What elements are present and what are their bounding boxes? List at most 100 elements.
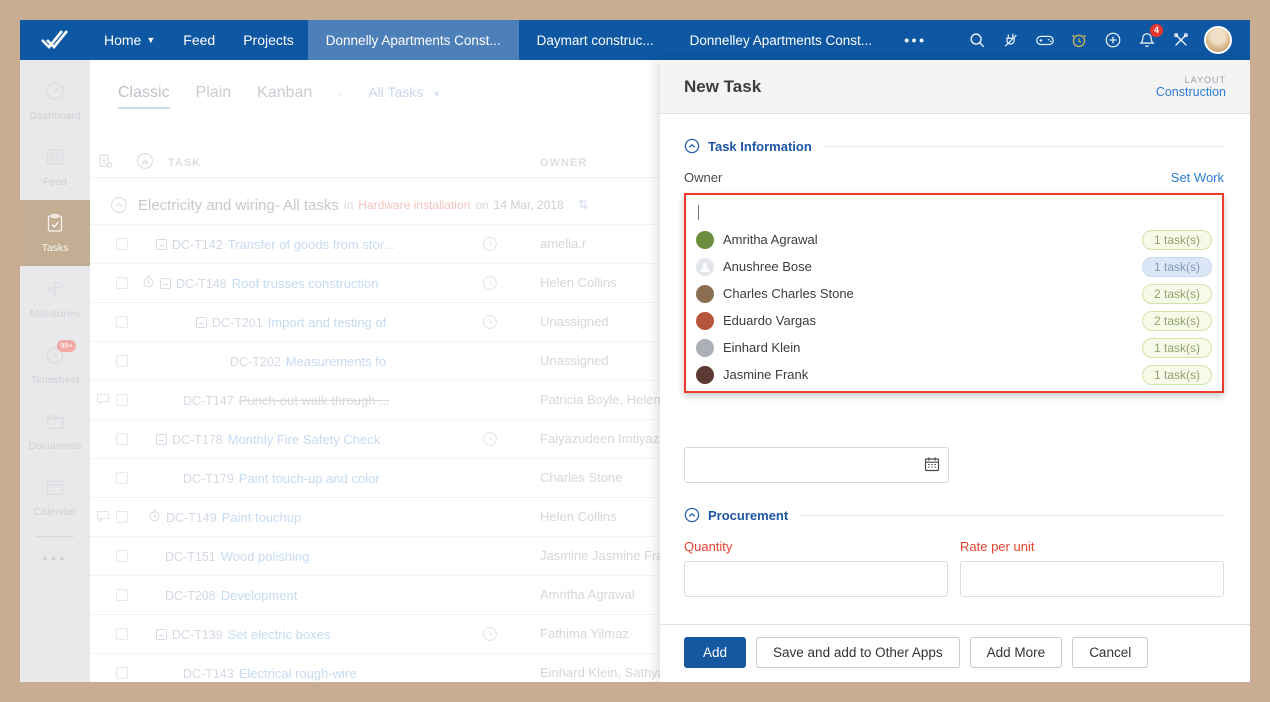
collapse-all-icon[interactable] (136, 152, 154, 175)
log-time-icon[interactable] (482, 431, 498, 452)
timer-icon[interactable] (148, 509, 161, 527)
log-time-icon[interactable] (482, 236, 498, 257)
tab-plain[interactable]: Plain (195, 84, 232, 101)
task-row[interactable]: DC-T208 Development Amritha Agrawal (90, 575, 660, 614)
cancel-button[interactable]: Cancel (1072, 637, 1149, 668)
owner-option[interactable]: Einhard Klein 1 task(s) (696, 334, 1212, 361)
add-button[interactable]: Add (684, 637, 747, 668)
sidebar-item-tasks[interactable]: Tasks (20, 200, 90, 266)
task-row[interactable]: DC-T201 Import and testing of Unassigned (90, 302, 660, 341)
task-row[interactable]: DC-T151 Wood polishing Jasmine Jasmine Fra… (90, 536, 660, 575)
collapse-minus-icon[interactable] (156, 239, 167, 250)
task-title-link[interactable]: Set electric boxes (227, 627, 331, 642)
settings-tools-icon[interactable] (1164, 20, 1198, 60)
group-collapse-icon[interactable] (110, 196, 128, 214)
task-title-link[interactable]: Roof trusses construction (231, 276, 379, 291)
sidebar-item-calendar[interactable]: Calendar (20, 464, 90, 530)
task-row[interactable]: DC-T179 Paint touch-up and color Charles S… (90, 458, 660, 497)
row-checkbox[interactable] (116, 394, 128, 406)
sidebar-more-button[interactable]: ●●● (42, 553, 68, 563)
sidebar-item-milestones[interactable]: Milestones (20, 266, 90, 332)
collapse-minus-icon[interactable] (156, 434, 167, 445)
sort-icon[interactable]: ⇅ (577, 197, 589, 212)
owner-option[interactable]: Charles Charles Stone 2 task(s) (696, 280, 1212, 307)
sidebar-item-feed[interactable]: Feed (20, 134, 90, 200)
owner-option[interactable]: Eduardo Vargas 2 task(s) (696, 307, 1212, 334)
task-row[interactable]: DC-T178 Monthly Fire Safety Check Faiyazud… (90, 419, 660, 458)
row-checkbox[interactable] (116, 550, 128, 562)
games-gamepad-icon[interactable] (1028, 20, 1062, 60)
owner-dropdown[interactable]: Amritha Agrawal 1 task(s) Anushree Bose 1 t… (684, 193, 1224, 393)
collapse-minus-icon[interactable] (156, 629, 167, 640)
sidebar-item-dashboard[interactable]: Dashboard (20, 68, 90, 134)
integrations-plug-icon[interactable] (994, 20, 1028, 60)
row-checkbox[interactable] (116, 355, 128, 367)
add-circle-icon[interactable] (1096, 20, 1130, 60)
task-row[interactable]: DC-T142 Transfer of goods from stor... ame… (90, 224, 660, 263)
project-tab[interactable]: Donnelly Apartments Const... (307, 20, 519, 60)
owner-option[interactable]: Amritha Agrawal 1 task(s) (696, 226, 1212, 253)
add-more-button[interactable]: Add More (969, 637, 1063, 668)
row-checkbox[interactable] (116, 628, 128, 640)
layout-value-link[interactable]: Construction (1155, 84, 1226, 99)
task-title-link[interactable]: Measurements fo (285, 354, 387, 369)
column-header-owner[interactable]: OWNER (540, 157, 588, 169)
log-time-icon[interactable] (482, 626, 498, 647)
log-time-icon[interactable] (482, 275, 498, 296)
rate-per-unit-input[interactable] (960, 561, 1224, 597)
set-work-link[interactable]: Set Work (1170, 170, 1224, 185)
row-checkbox[interactable] (116, 433, 128, 445)
owner-option[interactable]: Anushree Bose 1 task(s) (696, 253, 1212, 280)
tab-kanban[interactable]: Kanban (257, 84, 313, 101)
user-avatar[interactable] (1204, 26, 1232, 54)
all-tasks-filter[interactable]: All Tasks ▼ (368, 84, 441, 100)
task-title-link[interactable]: Paint touchup (221, 510, 302, 525)
log-time-icon[interactable] (482, 314, 498, 335)
sidebar-item-documents[interactable]: Documents (20, 398, 90, 464)
nav-item-feed[interactable]: Feed (169, 20, 229, 60)
row-checkbox[interactable] (116, 316, 128, 328)
task-row[interactable]: DC-T139 Set electric boxes Fathima Yilmaz (90, 614, 660, 653)
collapse-minus-icon[interactable] (160, 278, 171, 289)
task-title-link[interactable]: Import and testing of (267, 315, 387, 330)
row-checkbox[interactable] (116, 472, 128, 484)
task-row[interactable]: DC-T143 Electrical rough-wire Einhard Klei… (90, 653, 660, 682)
row-checkbox[interactable] (116, 589, 128, 601)
task-row[interactable]: DC-T149 Paint touchup Helen Collins (90, 497, 660, 536)
app-logo[interactable] (20, 20, 90, 60)
column-settings-icon[interactable] (98, 153, 114, 174)
search-icon[interactable] (960, 20, 994, 60)
row-checkbox[interactable] (116, 511, 128, 523)
project-tab[interactable]: Daymart construc... (536, 32, 654, 48)
task-title-link[interactable]: Development (220, 588, 298, 603)
date-input[interactable] (684, 447, 949, 483)
task-title-link[interactable]: Punch-out walk through ... (238, 393, 390, 408)
collapse-minus-icon[interactable] (196, 317, 207, 328)
more-projects-button[interactable]: ●●● (904, 35, 927, 45)
task-row[interactable]: DC-T147 Punch-out walk through ... Patrici… (90, 380, 660, 419)
save-and-add-to-other-apps-button[interactable]: Save and add to Other Apps (756, 637, 960, 668)
notifications-bell-icon[interactable]: 4 (1130, 20, 1164, 60)
section-task-information[interactable]: Task Information (684, 138, 1224, 154)
task-title-link[interactable]: Electrical rough-wire (238, 666, 357, 681)
task-title-link[interactable]: Transfer of goods from stor... (227, 237, 395, 252)
task-row[interactable]: DC-T202 Measurements fo Unassigned (90, 341, 660, 380)
sidebar-item-timesheet[interactable]: Timesheet 99+ (20, 332, 90, 398)
group-milestone-link[interactable]: Hardware installation (358, 198, 471, 212)
task-title-link[interactable]: Paint touch-up and color (238, 471, 380, 486)
nav-item-home[interactable]: Home ▼ (90, 20, 169, 60)
project-tab[interactable]: Donnelley Apartments Const... (689, 32, 872, 48)
row-checkbox[interactable] (116, 667, 128, 679)
timer-icon[interactable] (142, 275, 155, 293)
task-title-link[interactable]: Wood polishing (220, 549, 310, 564)
quantity-input[interactable] (684, 561, 948, 597)
column-header-task[interactable]: TASK (168, 157, 202, 169)
task-row[interactable]: DC-T148 Roof trusses construction Helen Co… (90, 263, 660, 302)
nav-item-projects[interactable]: Projects (229, 20, 308, 60)
timer-alarm-clock-icon[interactable] (1062, 20, 1096, 60)
row-checkbox[interactable] (116, 238, 128, 250)
section-procurement[interactable]: Procurement (684, 507, 1224, 523)
task-title-link[interactable]: Monthly Fire Safety Check (227, 432, 381, 447)
tab-classic[interactable]: Classic (118, 84, 170, 109)
calendar-icon[interactable] (924, 456, 940, 477)
